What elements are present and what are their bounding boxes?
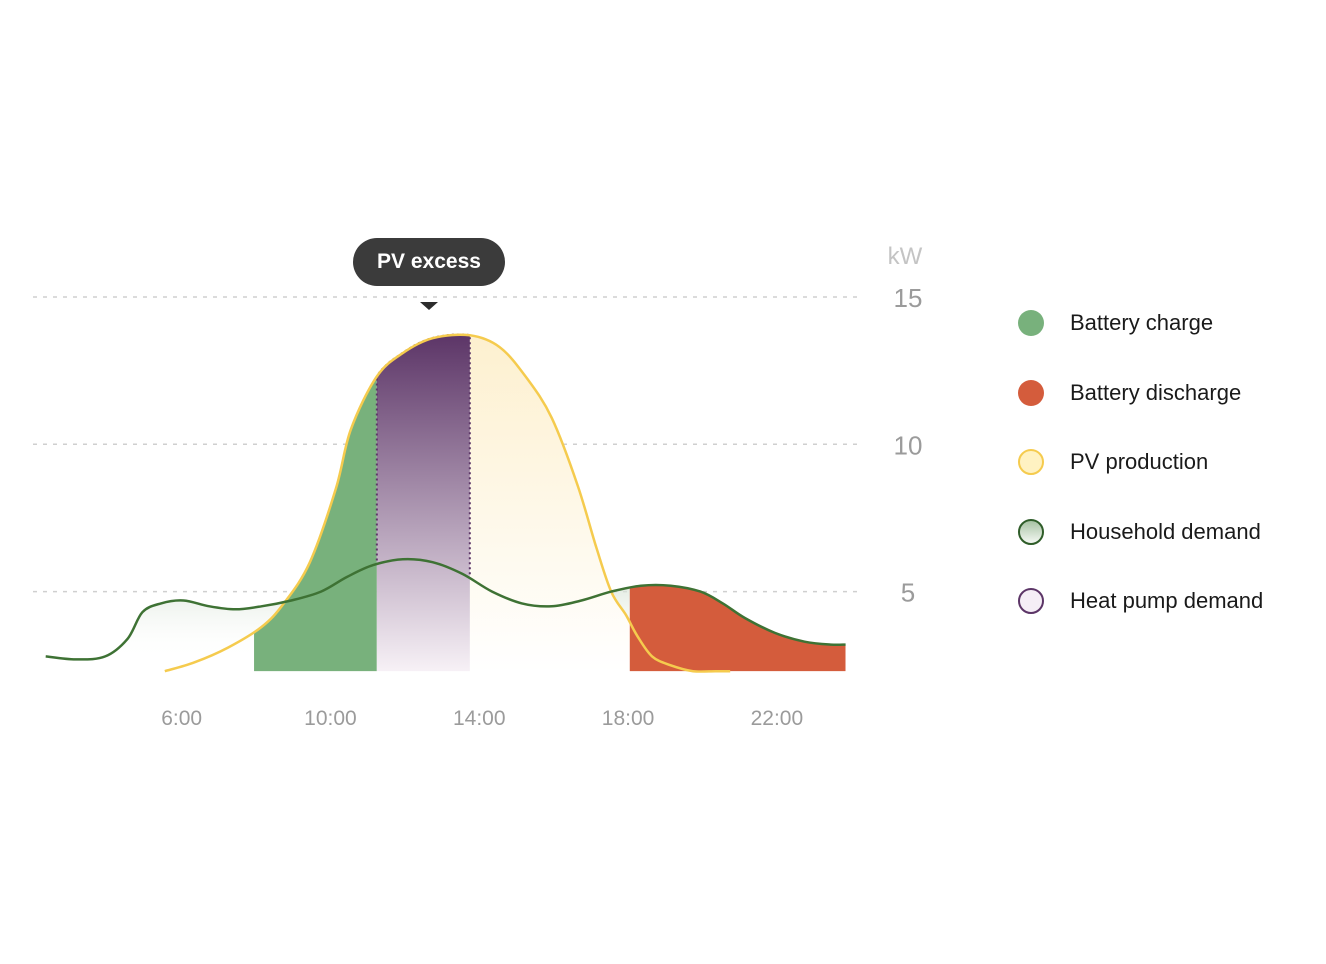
household-demand-swatch-icon bbox=[1018, 518, 1044, 545]
chart-legend: Battery charge Battery discharge PV prod… bbox=[1018, 306, 1263, 654]
heat-pump-demand-area bbox=[376, 334, 470, 672]
x-axis-ticks: 6:00 10:00 14:00 18:00 22:00 bbox=[161, 707, 803, 730]
y-tick-label: 10 bbox=[894, 430, 923, 460]
legend-label: Household demand bbox=[1070, 518, 1261, 544]
chart-areas bbox=[45, 333, 846, 672]
pv-production-area bbox=[469, 335, 645, 672]
x-tick-label: 22:00 bbox=[751, 707, 804, 730]
legend-label: Battery discharge bbox=[1070, 379, 1242, 405]
y-tick-label: 15 bbox=[894, 283, 923, 313]
legend-item-pv-production: PV production bbox=[1018, 445, 1263, 479]
household-demand-line bbox=[45, 557, 846, 661]
legend-item-battery-discharge: Battery discharge bbox=[1018, 376, 1263, 410]
y-axis-unit: kW bbox=[888, 243, 923, 270]
chart-lines bbox=[45, 333, 846, 673]
legend-item-household-demand: Household demand bbox=[1018, 515, 1263, 549]
x-tick-label: 10:00 bbox=[304, 707, 357, 730]
y-axis-ticks: 15 10 5 bbox=[894, 283, 923, 608]
battery-discharge-area bbox=[629, 584, 846, 672]
tooltip-arrow-icon bbox=[420, 302, 438, 310]
battery-discharge-swatch-icon bbox=[1018, 379, 1044, 406]
pv-production-swatch-icon bbox=[1018, 449, 1044, 475]
legend-label: Battery charge bbox=[1070, 310, 1214, 335]
pv-excess-tooltip: PV excess bbox=[353, 238, 505, 286]
y-tick-label: 5 bbox=[901, 578, 915, 608]
legend-label: PV production bbox=[1070, 449, 1209, 474]
heat-pump-demand-swatch-icon bbox=[1018, 588, 1044, 614]
x-tick-label: 6:00 bbox=[161, 707, 202, 730]
x-tick-label: 18:00 bbox=[602, 707, 655, 730]
x-tick-label: 14:00 bbox=[453, 707, 506, 730]
legend-item-battery-charge: Battery charge bbox=[1018, 306, 1263, 340]
legend-label: Heat pump demand bbox=[1070, 588, 1264, 613]
legend-item-heat-pump-demand: Heat pump demand bbox=[1018, 584, 1263, 618]
battery-charge-swatch-icon bbox=[1018, 310, 1044, 336]
